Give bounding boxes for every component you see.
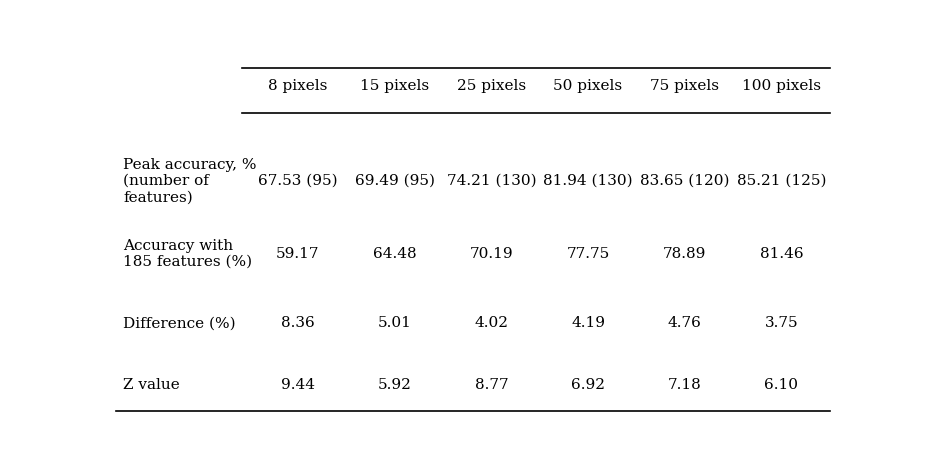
- Text: Z value: Z value: [124, 378, 180, 392]
- Text: 8 pixels: 8 pixels: [268, 79, 327, 93]
- Text: 75 pixels: 75 pixels: [650, 79, 719, 93]
- Text: Accuracy with
185 features (%): Accuracy with 185 features (%): [124, 239, 253, 269]
- Text: 83.65 (120): 83.65 (120): [640, 174, 729, 188]
- Text: 6.92: 6.92: [571, 378, 605, 392]
- Text: 81.94 (130): 81.94 (130): [543, 174, 632, 188]
- Text: 85.21 (125): 85.21 (125): [737, 174, 826, 188]
- Text: 7.18: 7.18: [668, 378, 701, 392]
- Text: 9.44: 9.44: [281, 378, 315, 392]
- Text: 15 pixels: 15 pixels: [360, 79, 430, 93]
- Text: 8.36: 8.36: [281, 316, 315, 330]
- Text: 8.77: 8.77: [474, 378, 508, 392]
- Text: Peak accuracy, %
(number of
features): Peak accuracy, % (number of features): [124, 158, 257, 204]
- Text: 70.19: 70.19: [470, 247, 513, 261]
- Text: 78.89: 78.89: [663, 247, 707, 261]
- Text: 64.48: 64.48: [373, 247, 417, 261]
- Text: 5.01: 5.01: [378, 316, 412, 330]
- Text: 6.10: 6.10: [764, 378, 799, 392]
- Text: 74.21 (130): 74.21 (130): [446, 174, 537, 188]
- Text: 5.92: 5.92: [378, 378, 412, 392]
- Text: 67.53 (95): 67.53 (95): [259, 174, 338, 188]
- Text: 4.19: 4.19: [571, 316, 605, 330]
- Text: 69.49 (95): 69.49 (95): [354, 174, 434, 188]
- Text: 4.76: 4.76: [668, 316, 701, 330]
- Text: 77.75: 77.75: [566, 247, 610, 261]
- Text: 25 pixels: 25 pixels: [457, 79, 525, 93]
- Text: 100 pixels: 100 pixels: [742, 79, 821, 93]
- Text: 81.46: 81.46: [760, 247, 804, 261]
- Text: 4.02: 4.02: [474, 316, 509, 330]
- Text: 3.75: 3.75: [764, 316, 798, 330]
- Text: 59.17: 59.17: [276, 247, 320, 261]
- Text: 50 pixels: 50 pixels: [553, 79, 622, 93]
- Text: Difference (%): Difference (%): [124, 316, 236, 330]
